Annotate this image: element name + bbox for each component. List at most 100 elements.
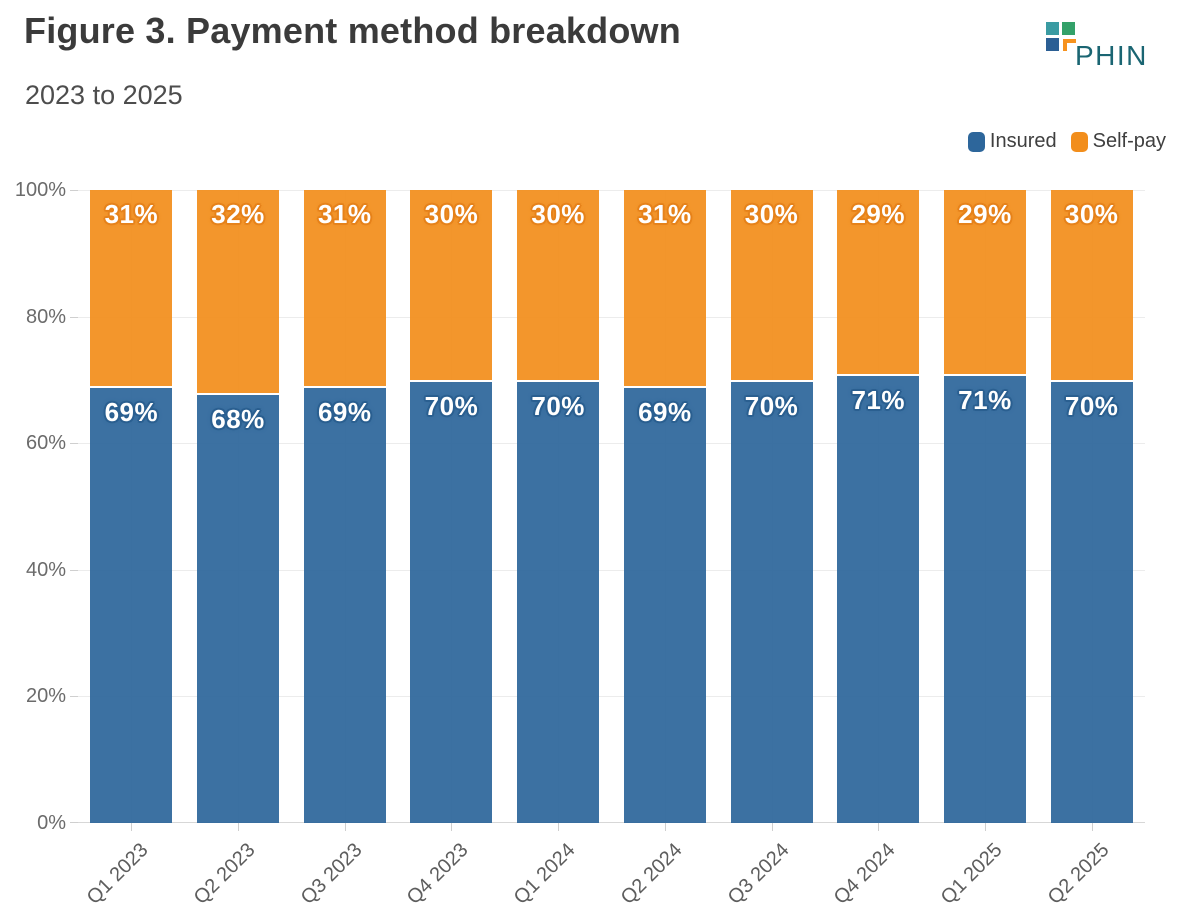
x-axis-tick — [344, 823, 346, 831]
bar-segment-insured-q2-2024[interactable]: 69% — [623, 386, 706, 823]
y-axis-tick — [70, 443, 78, 445]
logo-square-teal-icon — [1046, 22, 1059, 35]
bar-segment-insured-q3-2024[interactable]: 70% — [730, 379, 813, 823]
legend-label-self-pay: Self-pay — [1092, 130, 1166, 152]
x-axis-tick — [664, 823, 666, 831]
bar-value-label-insured-q2-2025: 70% — [1064, 390, 1119, 421]
gridline-60 — [78, 443, 1145, 445]
bar-q4-2024: 29% 71% — [837, 190, 920, 823]
bar-q3-2023: 31% 69% — [303, 190, 386, 823]
x-axis-label-q3-2023: Q3 2023 — [296, 839, 367, 909]
bar-segment-insured-q4-2024[interactable]: 71% — [837, 373, 920, 823]
y-axis-label-100: 100% — [14, 179, 66, 201]
bar-value-label-insured-q4-2023: 70% — [424, 390, 479, 421]
bar-segment-self-pay-q4-2024[interactable]: 29% — [837, 190, 920, 374]
y-axis-tick — [70, 569, 78, 571]
x-axis-label-q4-2023: Q4 2023 — [403, 839, 473, 909]
y-axis-label-0: 0% — [37, 812, 66, 834]
x-axis-label-q1-2023: Q1 2023 — [83, 839, 153, 909]
figure-subtitle: 2023 to 2025 — [25, 80, 183, 110]
bar-value-label-self-pay-q1-2023: 31% — [104, 199, 159, 229]
legend-swatch-self-pay-icon — [1070, 131, 1088, 152]
x-axis-tick — [984, 823, 986, 831]
x-axis-tick — [451, 823, 453, 831]
x-axis-tick — [238, 823, 240, 831]
y-axis-label-80: 80% — [25, 305, 66, 328]
bar-segment-insured-q1-2025[interactable]: 71% — [943, 373, 1026, 823]
bar-value-label-insured-q1-2025: 71% — [958, 384, 1012, 415]
bar-segment-self-pay-q2-2025[interactable]: 30% — [1050, 190, 1133, 380]
x-axis-label-q4-2024: Q4 2024 — [829, 839, 900, 909]
phin-logo-mark — [1046, 22, 1076, 52]
y-axis-tick — [70, 316, 78, 318]
phin-logo-text: PHIN — [1075, 40, 1148, 71]
gridline-80 — [78, 316, 1145, 318]
bar-q4-2023: 30% 70% — [410, 190, 493, 823]
bar-q2-2025: 30% 70% — [1050, 190, 1133, 823]
bar-value-label-insured-q3-2023: 69% — [317, 397, 372, 428]
figure-title: Figure 3. Payment method breakdown — [24, 10, 681, 51]
bar-value-label-insured-q1-2024: 70% — [531, 390, 585, 421]
logo-square-blue-icon — [1046, 38, 1059, 51]
bar-segment-self-pay-q1-2023[interactable]: 31% — [90, 190, 173, 387]
x-axis-tick — [558, 823, 560, 831]
bar-segment-self-pay-q1-2024[interactable]: 30% — [517, 190, 600, 380]
x-axis-tick — [878, 823, 880, 831]
bar-q2-2023: 32% 68% — [197, 190, 280, 823]
gridline-100 — [78, 190, 1145, 191]
bar-segment-self-pay-q3-2023[interactable]: 31% — [303, 190, 386, 387]
legend-label-insured: Insured — [989, 130, 1057, 152]
bar-q3-2024: 30% 70% — [730, 190, 813, 823]
y-axis-label-60: 60% — [25, 432, 66, 455]
bar-segment-insured-q4-2023[interactable]: 70% — [410, 379, 493, 823]
y-axis-tick — [70, 190, 78, 191]
x-axis-label-q2-2024: Q2 2024 — [616, 839, 687, 909]
legend-item-self-pay[interactable]: Self-pay — [1070, 130, 1166, 153]
bar-segment-self-pay-q1-2025[interactable]: 29% — [943, 190, 1026, 374]
bar-segment-self-pay-q2-2024[interactable]: 31% — [623, 190, 706, 387]
logo-square-green-icon — [1062, 22, 1075, 35]
bar-segment-insured-q3-2023[interactable]: 69% — [303, 386, 386, 823]
gridline-40 — [78, 569, 1145, 571]
x-axis-label-q2-2025: Q2 2025 — [1043, 839, 1114, 909]
y-axis-tick — [70, 822, 78, 823]
bar-value-label-self-pay-q2-2025: 30% — [1064, 199, 1119, 229]
bar-q1-2025: 29% 71% — [943, 190, 1026, 823]
bar-segment-self-pay-q2-2023[interactable]: 32% — [197, 190, 280, 393]
bar-value-label-insured-q2-2023: 68% — [211, 403, 265, 434]
y-axis-label-20: 20% — [25, 685, 66, 708]
bar-q1-2023: 31% 69% — [90, 190, 173, 823]
bar-value-label-self-pay-q3-2023: 31% — [317, 199, 372, 229]
x-axis-label-q1-2025: Q1 2025 — [936, 839, 1007, 909]
y-axis-tick — [70, 696, 78, 698]
bar-q1-2024: 30% 70% — [517, 190, 600, 823]
bar-segment-insured-q1-2023[interactable]: 69% — [90, 386, 173, 823]
bar-segment-self-pay-q4-2023[interactable]: 30% — [410, 190, 493, 380]
bar-value-label-self-pay-q4-2023: 30% — [424, 199, 479, 229]
bar-value-label-self-pay-q1-2024: 30% — [531, 199, 585, 229]
bar-value-label-self-pay-q4-2024: 29% — [851, 199, 906, 229]
bar-value-label-self-pay-q1-2025: 29% — [958, 199, 1012, 229]
bar-value-label-insured-q2-2024: 69% — [638, 397, 692, 428]
bar-value-label-insured-q1-2023: 69% — [104, 397, 159, 428]
x-axis-label-q2-2023: Q2 2023 — [189, 839, 260, 909]
x-axis-label-q3-2024: Q3 2024 — [723, 839, 794, 909]
bar-value-label-insured-q4-2024: 71% — [851, 384, 906, 415]
bar-segment-insured-q2-2023[interactable]: 68% — [197, 392, 280, 823]
legend: Insured Self-pay — [967, 130, 1166, 153]
x-axis-tick — [771, 823, 773, 831]
logo-corner-orange-icon — [1063, 39, 1076, 51]
bar-segment-self-pay-q3-2024[interactable]: 30% — [730, 190, 813, 380]
x-axis-label-q1-2024: Q1 2024 — [509, 839, 580, 909]
gridline-20 — [78, 696, 1145, 698]
legend-item-insured[interactable]: Insured — [967, 130, 1057, 153]
bar-value-label-self-pay-q3-2024: 30% — [744, 199, 799, 229]
bar-segment-insured-q2-2025[interactable]: 70% — [1050, 379, 1133, 823]
bar-segment-insured-q1-2024[interactable]: 70% — [517, 379, 600, 823]
legend-swatch-insured-icon — [967, 131, 985, 152]
bar-value-label-self-pay-q2-2024: 31% — [638, 199, 692, 229]
x-axis-tick — [131, 823, 133, 831]
phin-logo: PHIN — [1046, 20, 1166, 72]
